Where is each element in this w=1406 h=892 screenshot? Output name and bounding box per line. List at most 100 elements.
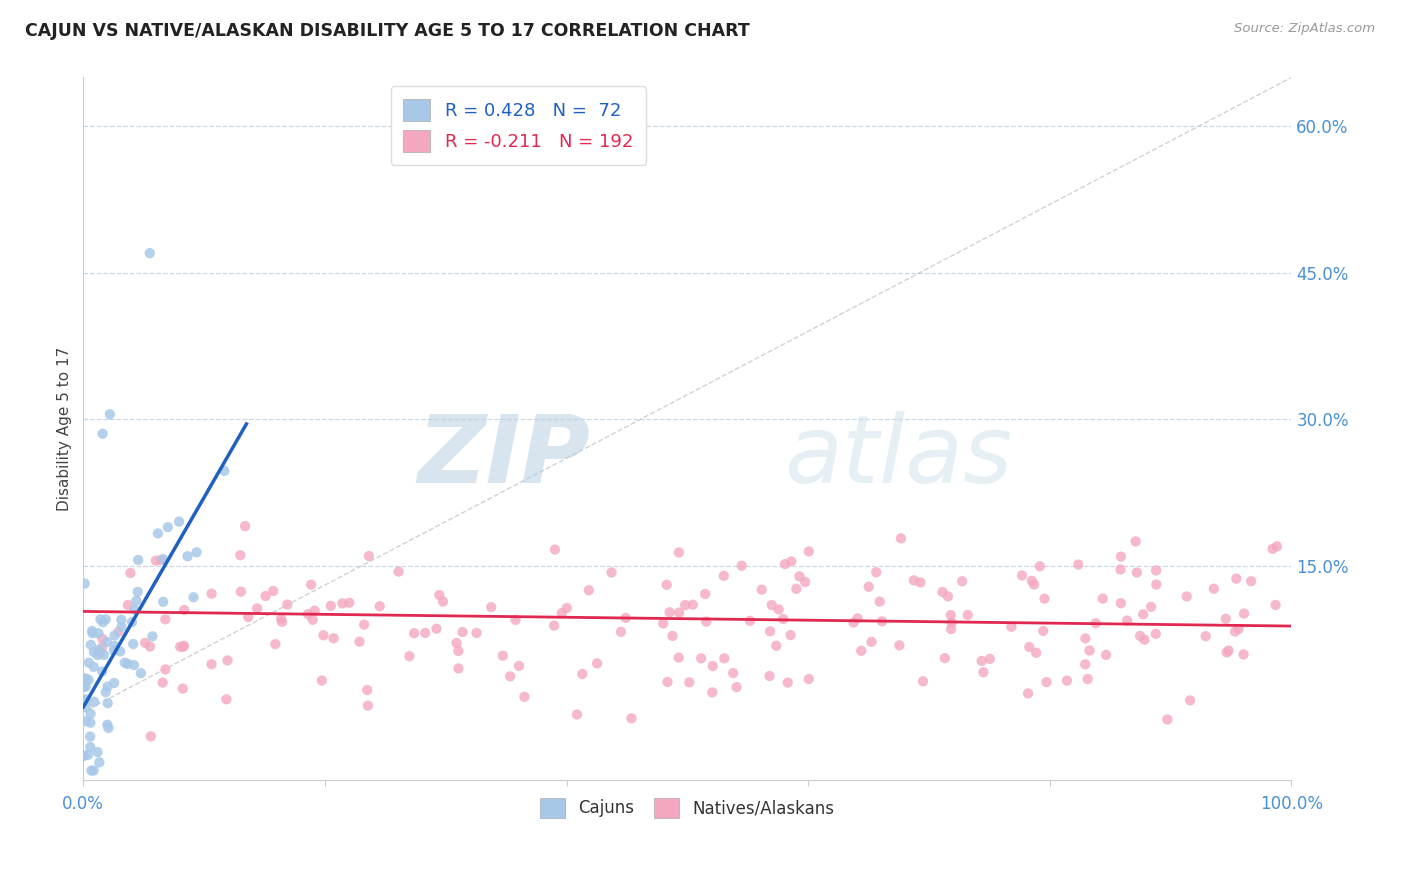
Point xyxy=(1109,562,1132,576)
Point xyxy=(586,657,609,671)
Point xyxy=(870,615,893,629)
Point xyxy=(1175,590,1198,604)
Point xyxy=(217,653,239,667)
Point xyxy=(446,636,468,650)
Point xyxy=(79,730,101,744)
Point xyxy=(80,764,103,778)
Point xyxy=(103,628,125,642)
Point xyxy=(127,553,149,567)
Point xyxy=(1240,574,1263,589)
Point xyxy=(83,645,105,659)
Point xyxy=(94,612,117,626)
Point xyxy=(75,680,97,694)
Point xyxy=(83,660,105,674)
Point xyxy=(233,519,256,533)
Point xyxy=(1156,713,1178,727)
Point xyxy=(1195,629,1218,643)
Point xyxy=(555,601,578,615)
Point xyxy=(110,620,132,634)
Point xyxy=(83,695,105,709)
Point xyxy=(950,574,973,589)
Point xyxy=(368,599,391,614)
Point xyxy=(785,582,807,596)
Point xyxy=(87,626,110,640)
Point xyxy=(139,640,162,654)
Point xyxy=(89,756,111,770)
Point xyxy=(97,680,120,694)
Point xyxy=(1264,598,1286,612)
Point xyxy=(939,608,962,623)
Point xyxy=(91,632,114,646)
Point xyxy=(1074,657,1097,672)
Point xyxy=(772,612,794,626)
Point xyxy=(398,649,420,664)
Point xyxy=(427,588,450,602)
Point xyxy=(146,526,169,541)
Point xyxy=(695,615,717,629)
Point xyxy=(215,692,238,706)
Point xyxy=(155,612,177,626)
Point xyxy=(1144,564,1167,578)
Point xyxy=(1215,612,1237,626)
Point xyxy=(1218,643,1240,657)
Text: ZIP: ZIP xyxy=(418,411,591,503)
Point xyxy=(702,685,724,699)
Point xyxy=(797,672,820,686)
Point xyxy=(1129,629,1152,643)
Y-axis label: Disability Age 5 to 17: Disability Age 5 to 17 xyxy=(58,347,72,511)
Point xyxy=(73,693,96,707)
Point xyxy=(1178,693,1201,707)
Point xyxy=(751,582,773,597)
Point xyxy=(117,598,139,612)
Point xyxy=(600,566,623,580)
Point xyxy=(1144,627,1167,641)
Point xyxy=(214,464,236,478)
Point xyxy=(658,605,681,619)
Point xyxy=(773,557,796,571)
Point xyxy=(169,640,191,654)
Point xyxy=(91,640,114,654)
Point xyxy=(172,640,194,654)
Text: atlas: atlas xyxy=(785,411,1012,502)
Point xyxy=(276,598,298,612)
Point xyxy=(1216,646,1239,660)
Point xyxy=(789,569,811,583)
Point xyxy=(465,626,488,640)
Point xyxy=(1077,672,1099,686)
Point xyxy=(842,615,865,630)
Point xyxy=(75,714,97,729)
Point xyxy=(1223,624,1246,639)
Point xyxy=(1074,632,1097,646)
Point xyxy=(1125,534,1147,549)
Text: 100.0%: 100.0% xyxy=(1260,795,1323,813)
Point xyxy=(299,577,322,591)
Point xyxy=(1132,607,1154,622)
Point xyxy=(94,685,117,699)
Point xyxy=(122,658,145,673)
Point xyxy=(513,690,536,704)
Point xyxy=(103,676,125,690)
Point xyxy=(761,598,783,612)
Point xyxy=(229,584,252,599)
Point xyxy=(1029,559,1052,574)
Point xyxy=(122,637,145,651)
Point xyxy=(337,596,360,610)
Point xyxy=(186,545,208,559)
Point xyxy=(1265,539,1288,553)
Point xyxy=(903,574,925,588)
Point xyxy=(173,603,195,617)
Point xyxy=(610,624,633,639)
Point xyxy=(98,407,121,421)
Point xyxy=(124,602,146,616)
Point xyxy=(125,593,148,607)
Point xyxy=(972,665,994,680)
Point xyxy=(492,648,515,663)
Point xyxy=(93,648,115,662)
Point xyxy=(91,615,114,630)
Text: Source: ZipAtlas.com: Source: ZipAtlas.com xyxy=(1234,22,1375,36)
Point xyxy=(1084,616,1107,631)
Point xyxy=(357,698,380,713)
Point xyxy=(758,669,780,683)
Legend: Cajuns, Natives/Alaskans: Cajuns, Natives/Alaskans xyxy=(533,791,841,825)
Point xyxy=(661,629,683,643)
